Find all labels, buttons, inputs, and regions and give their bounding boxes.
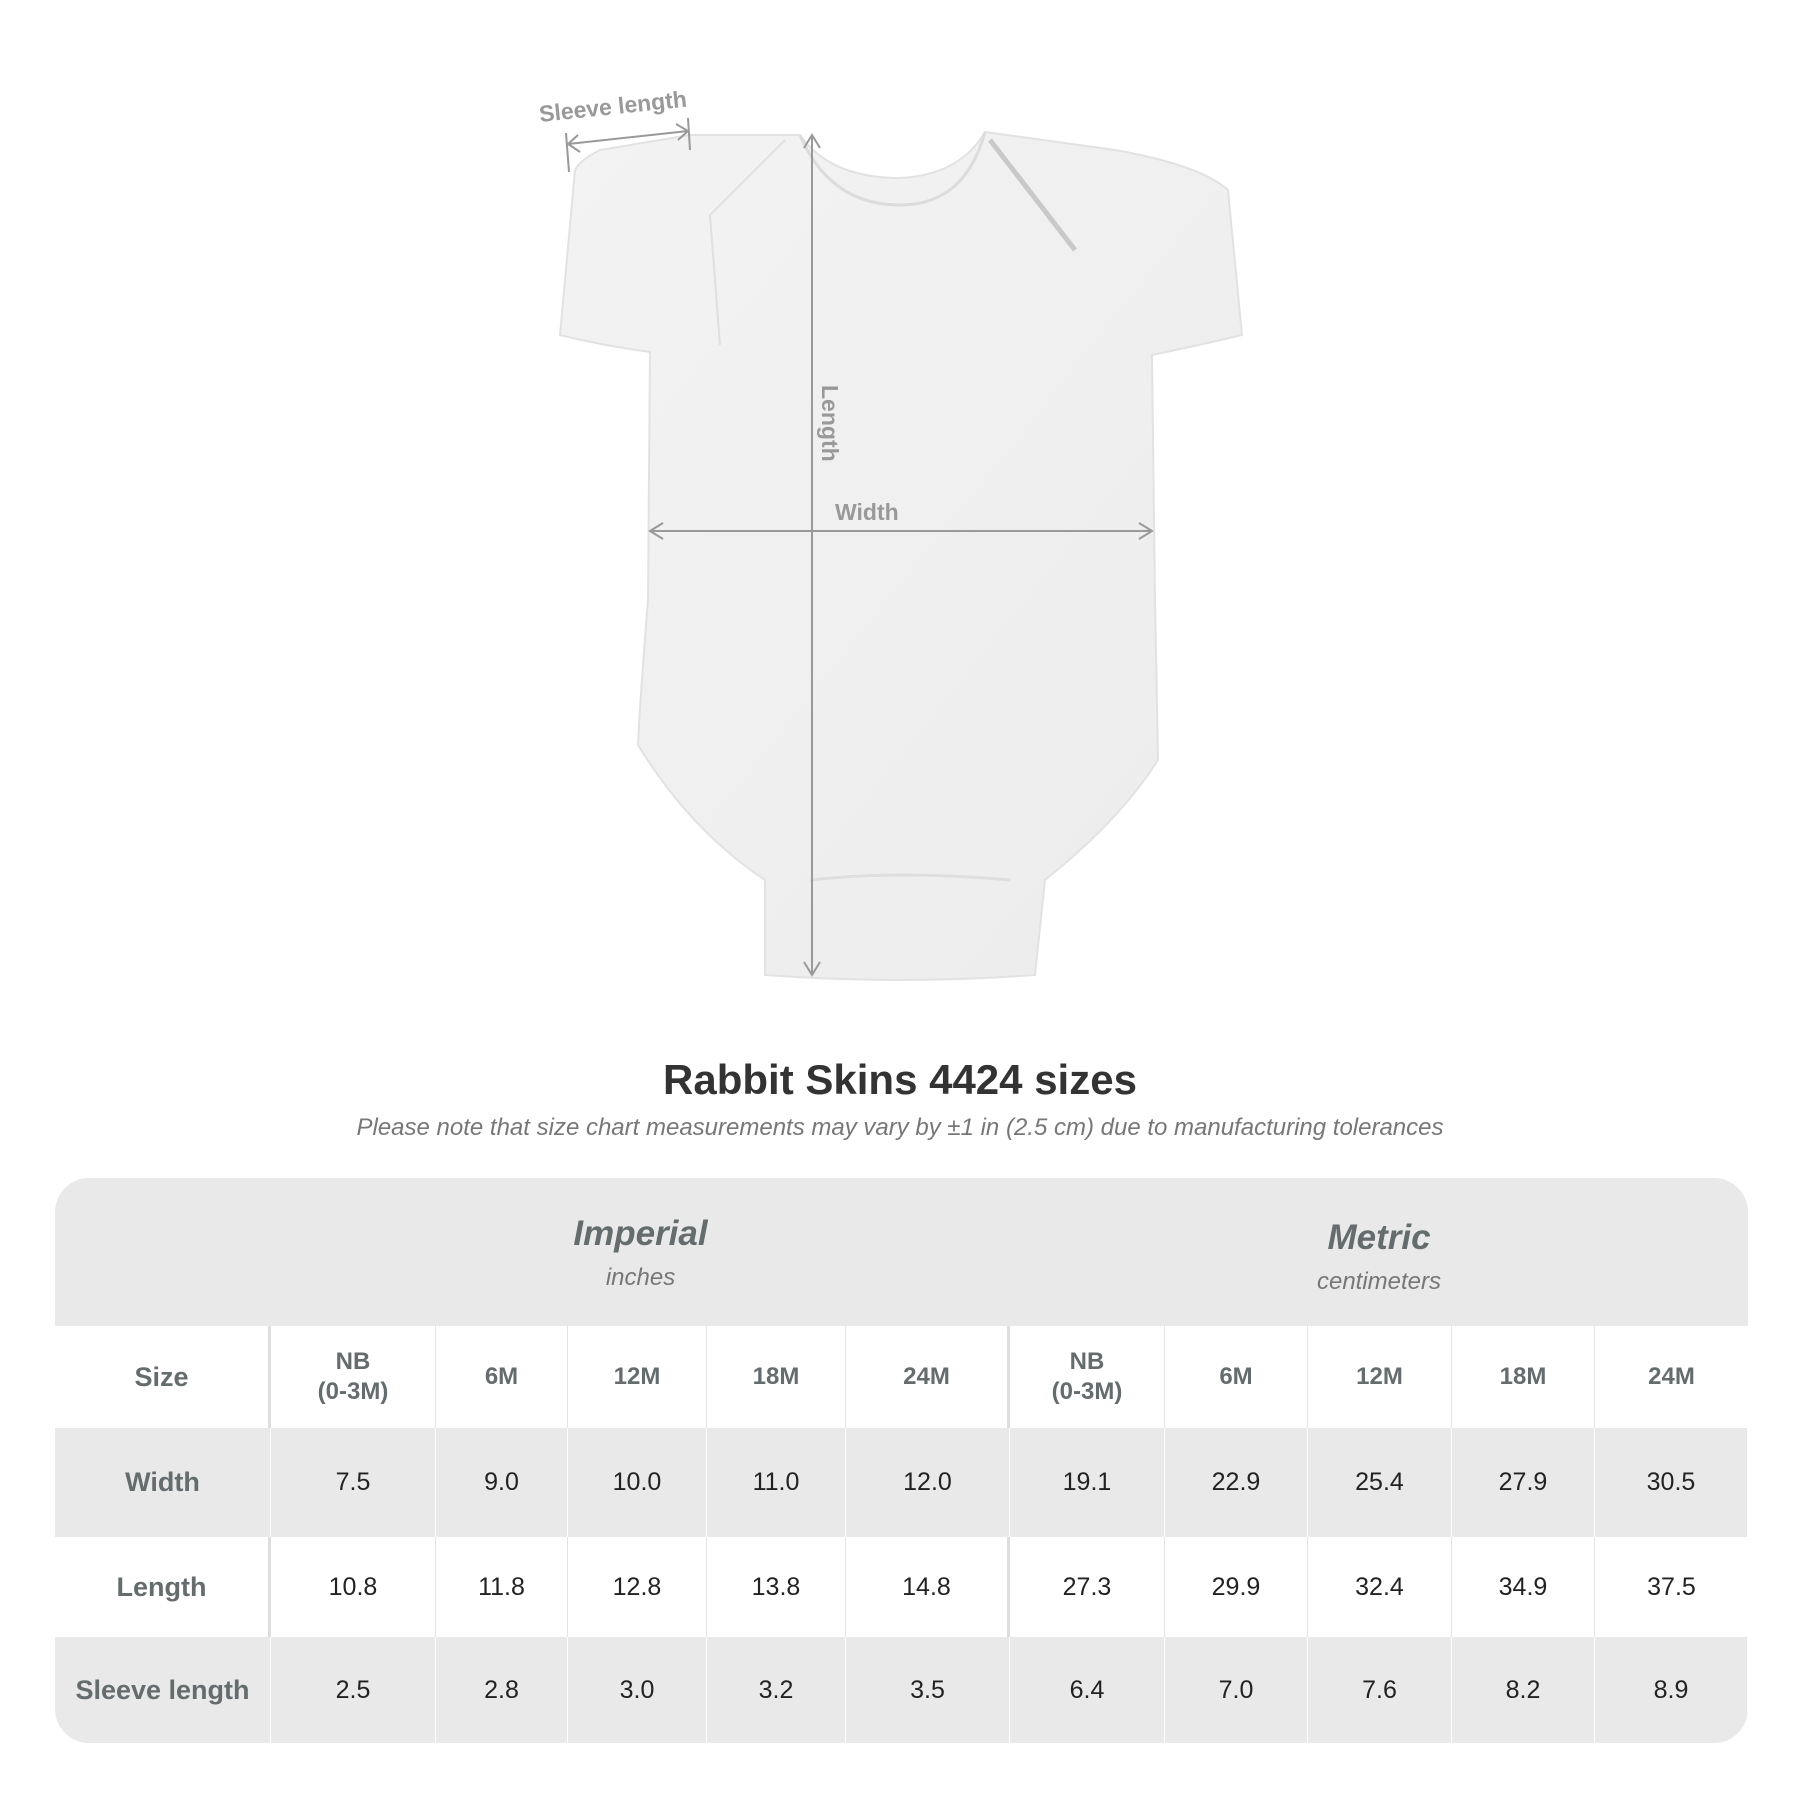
imperial-value-cell: 3.2 xyxy=(707,1637,846,1743)
table-row: Length 10.8 11.8 12.8 13.8 14.8 27.3 29.9 32.4 34… xyxy=(55,1537,1748,1637)
imperial-value-cell: 13.8 xyxy=(707,1537,846,1637)
metric-value-cell: 7.6 xyxy=(1308,1637,1452,1743)
metric-value-cell: 27.3 xyxy=(1010,1537,1165,1637)
sleeve-length-label: Sleeve length xyxy=(538,86,688,127)
metric-size-header: 6M xyxy=(1165,1326,1308,1428)
imperial-value-cell: 7.5 xyxy=(271,1428,436,1537)
width-label: Width xyxy=(835,499,899,525)
metric-size-header: 24M xyxy=(1648,1363,1695,1390)
metric-value-cell: 32.4 xyxy=(1308,1537,1452,1637)
metric-value-cell: 30.5 xyxy=(1595,1428,1748,1537)
tolerance-note: Please note that size chart measurements… xyxy=(356,1114,1444,1141)
imperial-size-header: 24M xyxy=(846,1326,1010,1428)
metric-value-cell: 25.4 xyxy=(1308,1428,1452,1537)
metric-value-cell: 22.9 xyxy=(1165,1428,1308,1537)
metric-value-cell: 8.9 xyxy=(1595,1637,1748,1743)
imperial-value-cell: 2.8 xyxy=(436,1637,568,1743)
table-row: Width 7.5 9.0 10.0 11.0 12.0 19.1 22.9 25.4 27.9 3… xyxy=(55,1428,1748,1537)
imperial-value-cell: 12.8 xyxy=(568,1537,707,1637)
imperial-size-header: 12M xyxy=(568,1326,707,1428)
imperial-value-cell: 12.0 xyxy=(846,1428,1010,1537)
metric-value-cell: 8.2 xyxy=(1452,1637,1595,1743)
imperial-header: Imperial inches xyxy=(271,1214,1010,1292)
imperial-value-cell: 3.5 xyxy=(846,1637,1010,1743)
imperial-value-cell: 2.5 xyxy=(271,1637,436,1743)
imperial-value-cell: 9.0 xyxy=(436,1428,568,1537)
metric-value-cell: 34.9 xyxy=(1452,1537,1595,1637)
metric-value-cell: 29.9 xyxy=(1165,1537,1308,1637)
imperial-unit: inches xyxy=(605,1264,676,1291)
imperial-title: Imperial xyxy=(573,1214,708,1253)
imperial-value-cell: 11.0 xyxy=(707,1428,846,1537)
onesie-diagram: Sleeve length Length Width xyxy=(538,86,1244,981)
onesie-shape xyxy=(558,130,1244,981)
metric-value-cell: 19.1 xyxy=(1010,1428,1165,1537)
imperial-value-cell: 14.8 xyxy=(846,1537,1010,1637)
metric-header: Metric centimeters xyxy=(1010,1218,1748,1296)
imperial-size-header: 18M xyxy=(707,1326,846,1428)
row-label: Length xyxy=(55,1537,271,1637)
metric-value-cell: 6.4 xyxy=(1010,1637,1165,1743)
metric-value-cell: 7.0 xyxy=(1165,1637,1308,1743)
imperial-value-cell: 10.8 xyxy=(271,1537,436,1637)
size-header-row: Size NB (0-3M) 6M 12M 18M 24M NB (0-3M) 6M 12M 18… xyxy=(55,1326,1748,1428)
page-title: Rabbit Skins 4424 sizes xyxy=(663,1056,1137,1103)
metric-value-cell: 37.5 xyxy=(1647,1572,1696,1601)
imperial-value-cell: 3.0 xyxy=(568,1637,707,1743)
size-column-header: Size xyxy=(55,1326,271,1428)
metric-title: Metric xyxy=(1327,1218,1431,1257)
table-row: Sleeve length 2.5 2.8 3.0 3.2 3.5 6.4 7.0 7.6 8.2… xyxy=(55,1637,1748,1743)
imperial-value-cell: 10.0 xyxy=(568,1428,707,1537)
measurement-arrows xyxy=(565,117,1154,977)
metric-size-header: 12M xyxy=(1308,1326,1452,1428)
imperial-value-cell: 11.8 xyxy=(436,1537,568,1637)
metric-value-cell: 27.9 xyxy=(1452,1428,1595,1537)
imperial-size-header: NB (0-3M) xyxy=(271,1326,436,1428)
row-label: Sleeve length xyxy=(55,1637,271,1743)
metric-unit: centimeters xyxy=(1316,1268,1442,1295)
metric-size-header: 18M xyxy=(1452,1326,1595,1428)
metric-size-header: NB (0-3M) xyxy=(1010,1326,1165,1428)
size-chart-table: Imperial inches Metric centimeters Size N… xyxy=(55,1178,1748,1743)
row-label: Width xyxy=(55,1428,271,1537)
length-label: Length xyxy=(817,385,843,462)
imperial-size-header: 6M xyxy=(436,1326,568,1428)
